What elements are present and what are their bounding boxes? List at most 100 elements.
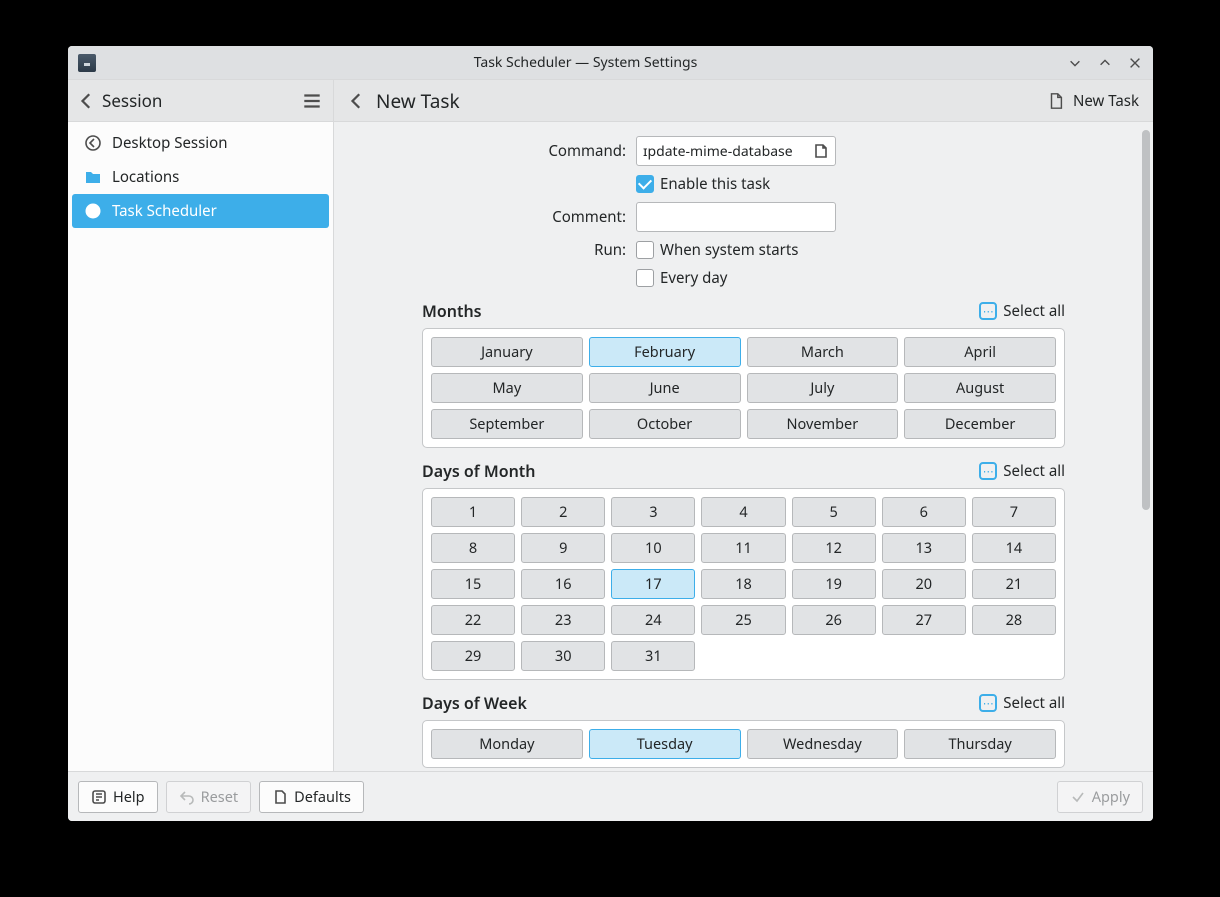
months-toggle[interactable]: April (904, 337, 1056, 367)
sidebar-item-task-scheduler[interactable]: Task Scheduler (72, 194, 329, 228)
chevron-left-icon[interactable] (348, 92, 366, 110)
sidebar-item-desktop-session[interactable]: Desktop Session (72, 126, 329, 160)
run-system-starts-checkbox[interactable]: When system starts (636, 240, 798, 260)
check-icon (1070, 789, 1086, 805)
days-of-month-toggle[interactable]: 31 (611, 641, 695, 671)
content-area: Command: ɪpdate-mime-database Enable thi… (334, 122, 1153, 771)
app-icon (78, 54, 96, 72)
days-of-month-toggle[interactable]: 30 (521, 641, 605, 671)
page-title: New Task (376, 88, 460, 114)
days-of-month-toggle[interactable]: 26 (792, 605, 876, 635)
months-toggle[interactable]: January (431, 337, 583, 367)
section-days-of-month: Days of Month⋯Select all1234567891011121… (352, 460, 1135, 680)
undo-icon (179, 789, 195, 805)
file-icon (272, 789, 288, 805)
enable-task-checkbox[interactable]: Enable this task (636, 174, 770, 194)
days-of-week-toggle[interactable]: Wednesday (747, 729, 899, 759)
checkbox-icon (636, 241, 654, 259)
close-button[interactable] (1127, 55, 1143, 71)
section-days-of-week: Days of Week⋯ Select all MondayTuesdayWedn… (352, 692, 1135, 768)
clock-icon (84, 202, 102, 220)
browse-icon[interactable] (813, 143, 829, 159)
days-of-month-toggle[interactable]: 12 (792, 533, 876, 563)
section-title: Months (422, 300, 979, 322)
days-of-week-toggle[interactable]: Monday (431, 729, 583, 759)
new-task-button[interactable]: New Task (1033, 80, 1153, 121)
days-of-month-toggle[interactable]: 20 (882, 569, 966, 599)
days-of-month-toggle[interactable]: 9 (521, 533, 605, 563)
days-of-month-toggle[interactable]: 2 (521, 497, 605, 527)
minimize-button[interactable] (1067, 55, 1083, 71)
select-all-button[interactable]: ⋯Select all (979, 461, 1065, 481)
sidebar-item-label: Task Scheduler (112, 201, 217, 221)
months-toggle[interactable]: August (904, 373, 1056, 403)
scrollbar[interactable] (1142, 130, 1150, 510)
section-months: Months⋯Select all JanuaryFebruaryMarchApr… (352, 300, 1135, 448)
days-of-month-toggle[interactable]: 8 (431, 533, 515, 563)
apply-label: Apply (1092, 787, 1130, 807)
command-input[interactable]: ɪpdate-mime-database (636, 136, 836, 166)
days-of-month-toggle[interactable]: 19 (792, 569, 876, 599)
months-toggle[interactable]: May (431, 373, 583, 403)
chevron-left-icon[interactable] (78, 92, 96, 110)
days-of-month-toggle[interactable]: 24 (611, 605, 695, 635)
months-toggle[interactable]: September (431, 409, 583, 439)
section-title: Days of Week (422, 692, 979, 714)
months-toggle[interactable]: December (904, 409, 1056, 439)
days-of-month-toggle[interactable]: 6 (882, 497, 966, 527)
days-of-month-toggle[interactable]: 22 (431, 605, 515, 635)
days-of-month-toggle[interactable]: 15 (431, 569, 515, 599)
months-toggle[interactable]: October (589, 409, 741, 439)
days-of-month-toggle[interactable]: 29 (431, 641, 515, 671)
defaults-label: Defaults (294, 787, 351, 807)
days-of-month-toggle[interactable]: 7 (972, 497, 1056, 527)
select-all-button[interactable]: ⋯ Select all (979, 693, 1065, 713)
days-of-month-toggle[interactable]: 16 (521, 569, 605, 599)
days-of-month-toggle[interactable]: 1 (431, 497, 515, 527)
command-value: ɪpdate-mime-database (643, 142, 793, 161)
days-of-month-toggle[interactable]: 25 (701, 605, 785, 635)
run-every-day-label: Every day (660, 268, 727, 288)
sidebar: Desktop Session Locations Task Scheduler (68, 122, 334, 771)
days-of-month-toggle[interactable]: 3 (611, 497, 695, 527)
maximize-button[interactable] (1097, 55, 1113, 71)
window-title: Task Scheduler — System Settings (104, 53, 1067, 72)
reset-button[interactable]: Reset (166, 781, 252, 813)
apply-button[interactable]: Apply (1057, 781, 1143, 813)
days-of-month-toggle[interactable]: 18 (701, 569, 785, 599)
months-toggle[interactable]: February (589, 337, 741, 367)
days-of-month-toggle[interactable]: 11 (701, 533, 785, 563)
months-toggle[interactable]: June (589, 373, 741, 403)
breadcrumb[interactable]: Session (102, 89, 301, 112)
days-of-month-toggle[interactable]: 23 (521, 605, 605, 635)
comment-input[interactable] (636, 202, 836, 232)
footer: Help Reset Defaults Apply (68, 771, 1153, 821)
days-of-month-toggle[interactable]: 21 (972, 569, 1056, 599)
sidebar-item-label: Desktop Session (112, 133, 228, 153)
days-of-week-toggle[interactable]: Tuesday (589, 729, 741, 759)
sidebar-item-locations[interactable]: Locations (72, 160, 329, 194)
days-of-month-toggle[interactable]: 17 (611, 569, 695, 599)
defaults-button[interactable]: Defaults (259, 781, 364, 813)
days-of-month-toggle[interactable]: 28 (972, 605, 1056, 635)
days-of-month-toggle[interactable]: 10 (611, 533, 695, 563)
hamburger-icon[interactable] (301, 90, 323, 112)
select-all-icon: ⋯ (979, 694, 997, 712)
months-toggle[interactable]: July (747, 373, 899, 403)
select-all-button[interactable]: ⋯Select all (979, 301, 1065, 321)
select-all-label: Select all (1003, 693, 1065, 713)
run-every-day-checkbox[interactable]: Every day (636, 268, 727, 288)
checkbox-icon (636, 175, 654, 193)
comment-label: Comment: (352, 207, 636, 227)
help-button[interactable]: Help (78, 781, 158, 813)
days-of-month-toggle[interactable]: 5 (792, 497, 876, 527)
select-all-label: Select all (1003, 461, 1065, 481)
months-toggle[interactable]: November (747, 409, 899, 439)
months-toggle[interactable]: March (747, 337, 899, 367)
days-of-week-toggle[interactable]: Thursday (904, 729, 1056, 759)
days-of-month-toggle[interactable]: 27 (882, 605, 966, 635)
days-of-month-toggle[interactable]: 14 (972, 533, 1056, 563)
section-title: Days of Month (422, 460, 979, 482)
days-of-month-toggle[interactable]: 13 (882, 533, 966, 563)
days-of-month-toggle[interactable]: 4 (701, 497, 785, 527)
